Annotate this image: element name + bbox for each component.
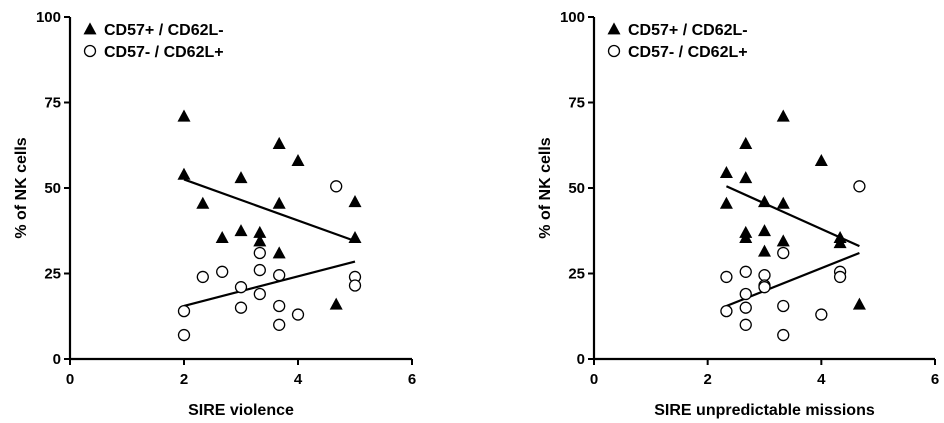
circle-point [253,263,266,277]
y-axis-label: % of NK cells [537,137,554,238]
triangle-point [739,171,753,184]
triangle-point [814,154,828,167]
triangle-point [348,195,362,208]
triangle-point [177,109,191,122]
y-tick-label: 0 [577,351,585,368]
x-tick-label: 2 [180,371,188,388]
circle-point [177,328,191,342]
circle-point [291,308,305,321]
triangle-point [177,167,191,180]
y-tick-label: 75 [44,95,61,112]
x-tick-label: 4 [294,371,303,388]
y-tick-label: 100 [560,9,585,26]
x-tick-label: 6 [408,371,416,388]
circle-point [739,265,752,278]
y-tick-label: 50 [568,180,585,197]
circle-point [739,287,752,301]
circle-point [720,270,733,284]
circle-point [758,269,771,282]
triangle-point [757,244,772,257]
circle-point [234,301,248,314]
circle-point [777,299,790,313]
triangle-point [272,246,286,259]
triangle-point [833,236,847,249]
series-cd57neg-cd62lpos [720,180,866,342]
y-tick-label: 100 [36,9,61,26]
triangle-point [272,196,286,209]
triangle-point [291,154,305,167]
circle-point [815,308,828,321]
y-tick-label: 25 [44,266,61,283]
triangle-point [83,22,97,35]
legend: CD57+ / CD62L- CD57- / CD62L+ [607,22,748,61]
triangle-point [776,196,790,209]
circle-point [273,299,286,313]
circle-point [348,279,362,292]
circle-point [777,246,790,260]
series-cd57neg-cd62lpos [177,180,362,342]
x-tick-label: 2 [703,371,711,388]
circle-point [739,318,752,331]
circle-point [253,287,266,301]
triangle-point [719,196,733,209]
x-tick-label: 0 [590,371,598,388]
x-tick-label: 4 [817,371,826,388]
legend-label: CD57- / CD62L+ [628,44,748,61]
triangle-point [215,230,229,243]
y-tick-label: 0 [53,351,61,368]
regression-line [183,178,356,243]
y-tick-label: 50 [44,180,61,197]
circle-point [853,180,866,193]
x-axis-label: SIRE violence [188,402,294,419]
triangle-point [348,230,362,243]
circle-point [177,304,191,318]
circle-point [720,304,733,318]
circle-point [607,44,621,58]
legend: CD57+ / CD62L- CD57- / CD62L+ [83,22,224,61]
circle-point [777,328,790,342]
triangle-point [852,297,866,310]
triangle-point [234,224,248,237]
circle-point [196,270,209,284]
circle-point [739,301,752,314]
triangle-point [234,171,248,184]
x-tick-label: 6 [931,371,939,388]
x-tick-label: 0 [66,371,74,388]
triangle-point [253,234,267,247]
legend-label: CD57+ / CD62L- [628,22,748,39]
triangle-point [757,224,772,237]
regression-line [183,260,356,308]
scatter-panel-sire-unpredictable-missions: 0 25 50 75 100 0 2 4 6 SIRE unpredictable mission… [537,9,939,419]
triangle-point [607,22,621,35]
circle-point [216,265,229,278]
series-cd57pos-cd62lneg [177,109,362,310]
triangle-point [739,230,753,243]
circle-point [234,281,248,294]
circle-point [83,44,97,58]
regression-line [725,185,860,248]
circle-point [273,318,286,331]
circle-point [833,270,847,284]
triangle-point [196,196,210,209]
series-cd57pos-cd62lneg [719,109,866,310]
circle-point [273,269,286,282]
triangle-point [719,165,733,179]
triangle-point [272,136,286,149]
triangle-point [329,297,343,310]
scatter-panel-sire-violence: 0 25 50 75 100 0 2 4 6 SIRE violence % of NK cells… [13,9,416,419]
y-tick-label: 75 [568,95,585,112]
circle-point [758,281,771,294]
triangle-point [776,234,790,247]
triangle-point [776,109,790,122]
x-axis-label: SIRE unpredictable missions [654,402,875,419]
circle-point [330,180,343,193]
triangle-point [757,195,772,208]
legend-label: CD57+ / CD62L- [104,22,224,39]
triangle-point [739,136,753,149]
legend-label: CD57- / CD62L+ [104,44,224,61]
y-axis-label: % of NK cells [13,137,30,238]
y-tick-label: 25 [568,266,585,283]
circle-point [253,246,266,260]
